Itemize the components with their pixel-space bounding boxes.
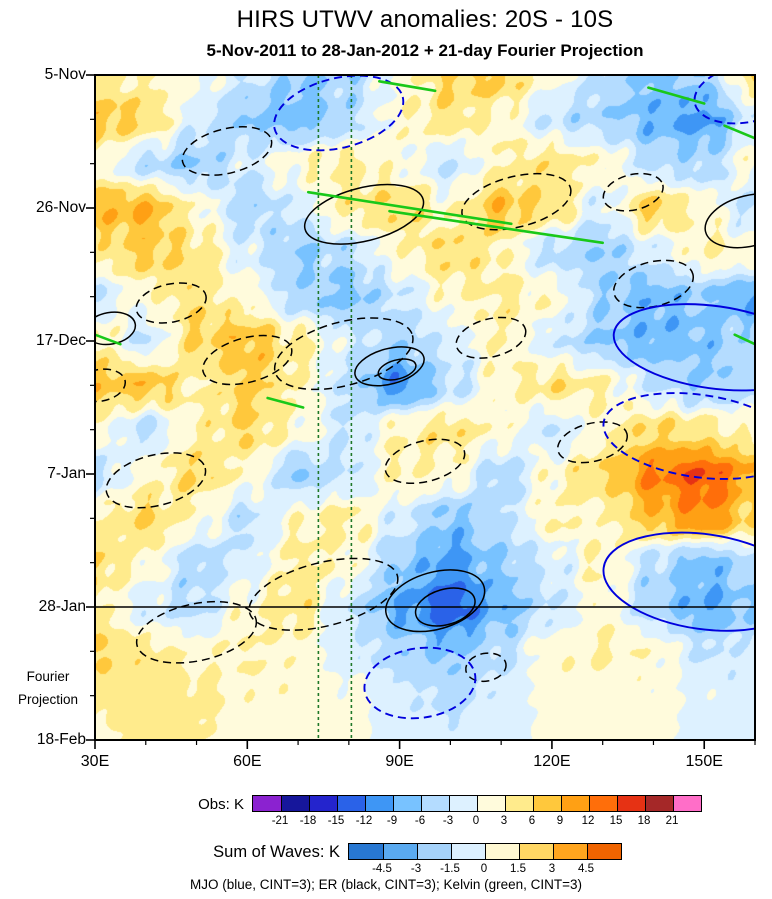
colorbar-tick-label: 3	[500, 815, 508, 827]
colorbar-cell	[393, 796, 421, 811]
colorbar-tick-label: -6	[414, 815, 426, 827]
y-tick-label: 7-Jan	[47, 465, 86, 482]
waves-colorbar	[348, 843, 622, 860]
colorbar-cell	[449, 796, 477, 811]
colorbar-tick-label: -4.5	[372, 863, 392, 875]
colorbar-tick-label: 15	[609, 815, 623, 827]
colorbar-cell	[505, 796, 533, 811]
colorbar-tick-label: -15	[327, 815, 345, 827]
colorbar-tick-label: 6	[528, 815, 536, 827]
colorbar-cell	[417, 844, 451, 859]
y-tick-label: 26-Nov	[36, 199, 86, 216]
colorbar-cell	[485, 844, 519, 859]
x-tick-label: 60E	[233, 753, 262, 770]
colorbar-tick-label: 18	[637, 815, 651, 827]
wave-legend-caption: MJO (blue, CINT=3); ER (black, CINT=3); …	[190, 877, 582, 892]
colorbar-tick-label: 4.5	[578, 863, 594, 875]
x-tick-label: 120E	[533, 753, 571, 770]
colorbar-cell	[617, 796, 645, 811]
colorbar-cell	[587, 844, 621, 859]
colorbar-cell	[553, 844, 587, 859]
colorbar-cell	[281, 796, 309, 811]
x-tick-label: 150E	[685, 753, 723, 770]
colorbar-tick-label: 12	[581, 815, 595, 827]
anomaly-field-canvas	[95, 75, 755, 740]
colorbar-cell	[383, 844, 417, 859]
colorbar-cell	[477, 796, 505, 811]
colorbar-tick-label: 0	[480, 863, 488, 875]
colorbar-tick-label: 0	[472, 815, 480, 827]
obs-colorbar-label: Obs: K	[198, 796, 244, 813]
chart-title: HIRS UTWV anomalies: 20S - 10S	[236, 6, 614, 33]
colorbar-cell	[421, 796, 449, 811]
colorbar-tick-label: -3	[410, 863, 422, 875]
colorbar-cell	[337, 796, 365, 811]
colorbar-cell	[561, 796, 589, 811]
colorbar-cell	[673, 796, 701, 811]
colorbar-cell	[519, 844, 553, 859]
y-tick-label: 28-Jan	[38, 598, 86, 615]
colorbar-tick-label: -3	[442, 815, 454, 827]
colorbar-cell	[533, 796, 561, 811]
x-tick-label: 30E	[80, 753, 110, 770]
colorbar-tick-label: 9	[556, 815, 564, 827]
colorbar-cell	[589, 796, 617, 811]
colorbar-tick-label: -21	[271, 815, 289, 827]
colorbar-cell	[253, 796, 281, 811]
colorbar-tick-label: -18	[299, 815, 317, 827]
colorbar-tick-label: 3	[548, 863, 556, 875]
colorbar-tick-label: -1.5	[440, 863, 460, 875]
x-tick-label: 90E	[385, 753, 414, 770]
fourier-label-line1: Fourier	[26, 669, 70, 684]
y-tick-label: 18-Feb	[36, 731, 86, 748]
colorbar-cell	[365, 796, 393, 811]
colorbar-cell	[349, 844, 383, 859]
chart-subtitle: 5-Nov-2011 to 28-Jan-2012 + 21-day Fouri…	[206, 41, 644, 60]
obs-colorbar	[252, 795, 702, 812]
y-tick-label: 17-Dec	[36, 332, 86, 349]
colorbar-cell	[645, 796, 673, 811]
y-tick-label: 5-Nov	[44, 66, 86, 83]
waves-colorbar-label: Sum of Waves: K	[213, 843, 340, 861]
colorbar-tick-label: 21	[665, 815, 679, 827]
colorbar-cell	[451, 844, 485, 859]
colorbar-tick-label: 1.5	[510, 863, 526, 875]
fourier-projection-label: Fourier Projection	[4, 665, 92, 711]
fourier-label-line2: Projection	[17, 692, 79, 707]
colorbar-tick-label: -9	[386, 815, 398, 827]
colorbar-tick-label: -12	[355, 815, 373, 827]
colorbar-cell	[309, 796, 337, 811]
